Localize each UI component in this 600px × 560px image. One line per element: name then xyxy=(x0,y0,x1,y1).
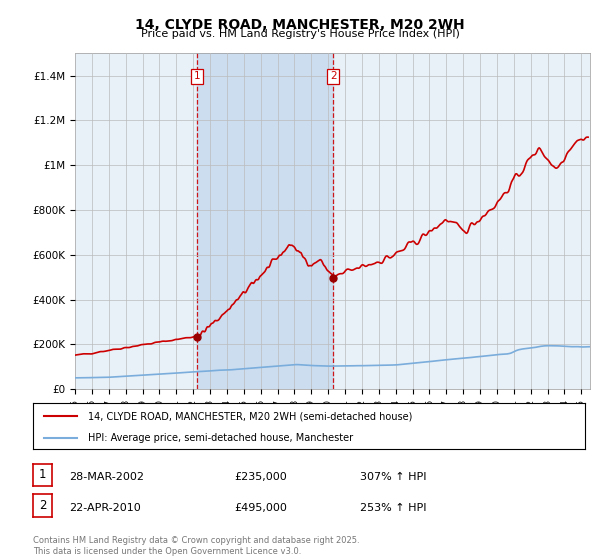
Text: 22-APR-2010: 22-APR-2010 xyxy=(69,503,141,513)
Text: 28-MAR-2002: 28-MAR-2002 xyxy=(69,472,144,482)
Text: Price paid vs. HM Land Registry's House Price Index (HPI): Price paid vs. HM Land Registry's House … xyxy=(140,29,460,39)
Text: £235,000: £235,000 xyxy=(234,472,287,482)
Text: 14, CLYDE ROAD, MANCHESTER, M20 2WH: 14, CLYDE ROAD, MANCHESTER, M20 2WH xyxy=(135,18,465,32)
Text: 14, CLYDE ROAD, MANCHESTER, M20 2WH (semi-detached house): 14, CLYDE ROAD, MANCHESTER, M20 2WH (sem… xyxy=(88,411,413,421)
Text: 2: 2 xyxy=(330,71,337,81)
Bar xyxy=(197,53,334,389)
Text: 253% ↑ HPI: 253% ↑ HPI xyxy=(360,503,427,513)
Text: Contains HM Land Registry data © Crown copyright and database right 2025.
This d: Contains HM Land Registry data © Crown c… xyxy=(33,536,359,556)
Text: HPI: Average price, semi-detached house, Manchester: HPI: Average price, semi-detached house,… xyxy=(88,433,353,442)
Text: 2: 2 xyxy=(39,499,46,512)
Text: 307% ↑ HPI: 307% ↑ HPI xyxy=(360,472,427,482)
Text: 1: 1 xyxy=(39,468,46,482)
Text: 1: 1 xyxy=(194,71,200,81)
Text: £495,000: £495,000 xyxy=(234,503,287,513)
